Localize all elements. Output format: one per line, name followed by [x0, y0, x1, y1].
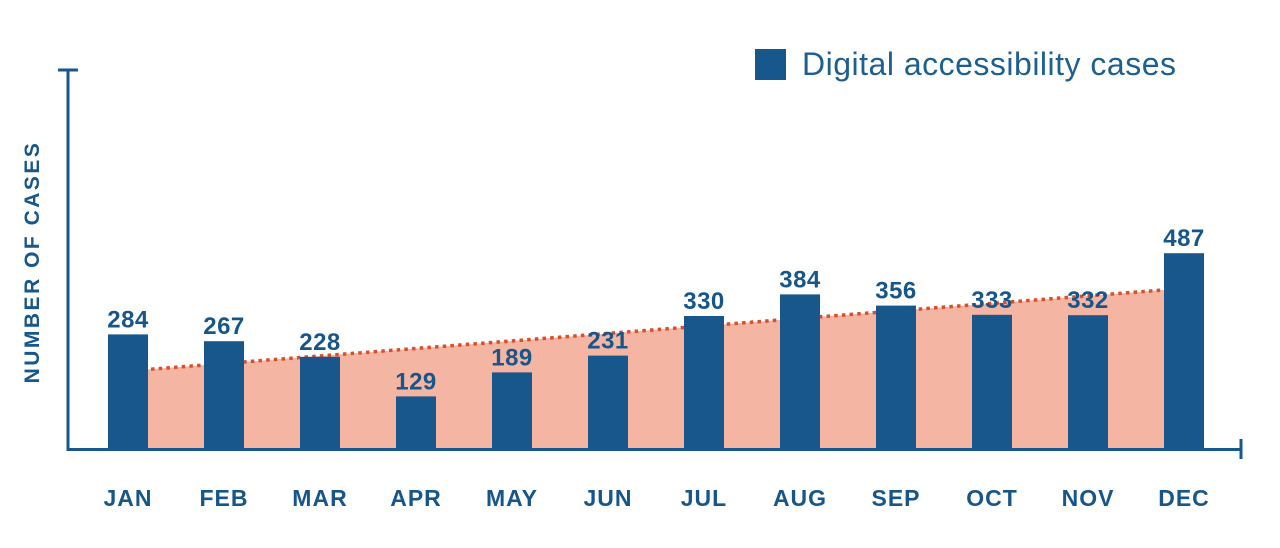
value-label-APR: 129	[395, 368, 437, 395]
y-axis-title: NUMBER OF CASES	[21, 140, 44, 384]
x-tick-OCT: OCT	[966, 485, 1018, 511]
legend-label: Digital accessibility cases	[802, 46, 1177, 82]
legend-swatch	[755, 49, 786, 80]
bar-JUL	[684, 316, 724, 448]
value-label-JUL: 330	[683, 288, 725, 315]
x-tick-JAN: JAN	[103, 485, 152, 511]
bar-MAY	[492, 372, 532, 448]
bar-SEP	[876, 305, 916, 448]
value-label-MAY: 189	[491, 344, 533, 371]
bar-DEC	[1164, 253, 1204, 448]
value-label-AUG: 384	[779, 266, 821, 293]
bar-JAN	[108, 334, 148, 448]
value-label-OCT: 333	[971, 287, 1013, 314]
x-tick-NOV: NOV	[1062, 485, 1115, 511]
bar-NOV	[1068, 315, 1108, 448]
x-tick-JUN: JUN	[583, 485, 632, 511]
value-label-MAR: 228	[299, 329, 341, 356]
bar-FEB	[204, 341, 244, 448]
bar-APR	[396, 396, 436, 448]
x-tick-MAR: MAR	[292, 485, 347, 511]
x-tick-APR: APR	[390, 485, 442, 511]
bar-AUG	[780, 294, 820, 448]
bar-OCT	[972, 314, 1012, 448]
x-tick-FEB: FEB	[200, 485, 249, 511]
x-tick-SEP: SEP	[871, 485, 920, 511]
value-label-JUN: 231	[587, 328, 629, 355]
x-tick-DEC: DEC	[1158, 485, 1210, 511]
trend-area	[128, 288, 1184, 448]
bar-MAR	[300, 356, 340, 448]
value-label-FEB: 267	[203, 313, 245, 340]
bar-JUN	[588, 355, 628, 448]
x-tick-MAY: MAY	[486, 485, 538, 511]
value-label-DEC: 487	[1163, 225, 1205, 252]
legend: Digital accessibility cases	[755, 46, 1177, 83]
x-tick-AUG: AUG	[773, 485, 827, 511]
value-label-JAN: 284	[107, 306, 149, 333]
value-label-NOV: 332	[1067, 287, 1109, 314]
value-label-SEP: 356	[875, 278, 917, 305]
x-tick-JUL: JUL	[681, 485, 727, 511]
